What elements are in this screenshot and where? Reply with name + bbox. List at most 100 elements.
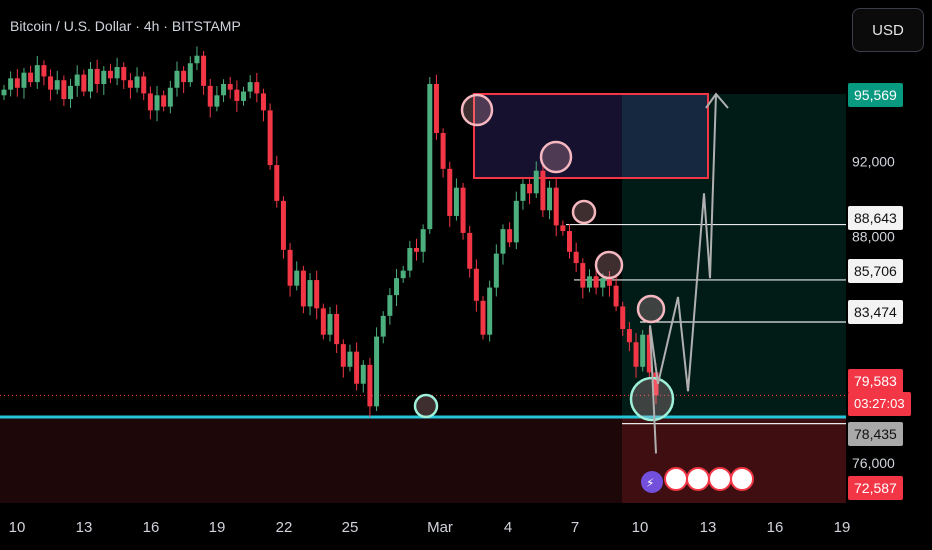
candle-body bbox=[254, 82, 260, 94]
marker-circle bbox=[413, 393, 439, 419]
candle-body bbox=[380, 315, 386, 337]
candle-body bbox=[107, 70, 113, 79]
x-tick-label: 10 bbox=[9, 519, 26, 536]
bar-countdown: 03:27:03 bbox=[848, 392, 911, 416]
candle-body bbox=[54, 80, 60, 90]
candle-body bbox=[413, 247, 419, 252]
candle-body bbox=[606, 278, 612, 286]
candle-body bbox=[387, 295, 393, 316]
candle-body bbox=[154, 95, 160, 111]
candle-body bbox=[613, 285, 619, 307]
candle-body bbox=[553, 187, 559, 226]
candle-body bbox=[114, 67, 120, 79]
candle-body bbox=[460, 187, 466, 233]
candle-body bbox=[201, 55, 207, 86]
candle-body bbox=[646, 334, 652, 373]
candle-body bbox=[320, 308, 326, 335]
candle-body bbox=[473, 268, 479, 301]
candle-body bbox=[480, 300, 486, 335]
chart-title: Bitcoin / U.S. Dollar · 4h · BITSTAMP bbox=[10, 18, 241, 34]
y-tick-label: 76,000 bbox=[852, 455, 895, 471]
candle-body bbox=[74, 74, 80, 86]
candle-body bbox=[94, 68, 100, 84]
candle-body bbox=[314, 280, 320, 309]
candle-body bbox=[127, 80, 133, 88]
candle-body bbox=[593, 276, 599, 288]
candle-body bbox=[28, 72, 34, 83]
candle-body bbox=[580, 263, 586, 288]
candle-body bbox=[567, 231, 573, 252]
price-tag-current: 79,583 bbox=[848, 369, 903, 393]
candle-body bbox=[586, 276, 592, 288]
candle-body bbox=[227, 83, 233, 90]
currency-button[interactable]: USD bbox=[852, 8, 924, 52]
candle-body bbox=[101, 70, 107, 84]
candle-body bbox=[61, 80, 67, 100]
candle-body bbox=[560, 225, 566, 232]
candle-body bbox=[300, 270, 306, 307]
price-tag-83474: 83,474 bbox=[848, 300, 903, 324]
candle-body bbox=[234, 89, 240, 101]
projection-arrowhead bbox=[705, 92, 729, 109]
x-tick-label: 25 bbox=[342, 519, 359, 536]
price-tag-88643: 88,643 bbox=[848, 206, 903, 230]
price-tag-bottom: 72,587 bbox=[848, 476, 903, 500]
candle-body bbox=[14, 78, 20, 88]
zones-layer bbox=[0, 93, 846, 503]
candle-body bbox=[653, 372, 659, 396]
x-tick-label: 7 bbox=[571, 519, 579, 536]
projection-path bbox=[649, 93, 717, 454]
candle-body bbox=[394, 278, 400, 296]
us-flag-icon bbox=[686, 467, 710, 491]
supply-zone bbox=[473, 93, 709, 179]
candle-body bbox=[260, 93, 266, 111]
candle-body bbox=[533, 170, 539, 194]
candle-body bbox=[513, 200, 519, 243]
candle-body bbox=[134, 76, 140, 88]
candle-body bbox=[360, 364, 366, 384]
candle-body bbox=[340, 344, 346, 367]
x-tick-label: 16 bbox=[143, 519, 160, 536]
candle-body bbox=[174, 70, 180, 88]
candle-body bbox=[640, 334, 646, 367]
candle-body bbox=[194, 55, 200, 64]
candle-body bbox=[447, 168, 453, 216]
candle-body bbox=[161, 95, 167, 107]
candle-body bbox=[141, 76, 147, 94]
x-tick-label: 16 bbox=[767, 519, 784, 536]
candle-body bbox=[21, 72, 27, 88]
candle-body bbox=[334, 313, 340, 345]
x-tick-label: Mar bbox=[427, 519, 453, 536]
us-flag-icon bbox=[708, 467, 732, 491]
x-axis: 10 13 16 19 22 25 Mar 4 7 10 13 16 19 bbox=[9, 519, 851, 536]
candle-body bbox=[467, 232, 473, 269]
candle-body bbox=[121, 67, 127, 81]
bolt-icon bbox=[641, 471, 663, 493]
candle-body bbox=[633, 342, 639, 367]
price-tag-support: 78,435 bbox=[848, 422, 903, 446]
x-tick-label: 4 bbox=[504, 519, 512, 536]
candle-body bbox=[407, 247, 413, 271]
candle-body bbox=[294, 270, 300, 286]
x-tick-label: 10 bbox=[632, 519, 649, 536]
candle-body bbox=[8, 78, 14, 90]
candle-body bbox=[500, 229, 506, 254]
candle-body bbox=[41, 65, 47, 77]
candle-body bbox=[453, 187, 459, 216]
candle-body bbox=[207, 85, 213, 107]
candle-body bbox=[374, 336, 380, 407]
target-zone bbox=[622, 94, 846, 417]
y-tick-label: 92,000 bbox=[852, 153, 895, 169]
candle-body bbox=[573, 251, 579, 264]
us-flag-icon bbox=[730, 467, 754, 491]
candle-body bbox=[427, 83, 433, 230]
marker-circle bbox=[594, 250, 624, 280]
x-tick-label: 22 bbox=[276, 519, 293, 536]
candle-body bbox=[540, 170, 546, 211]
candle-body bbox=[48, 76, 54, 90]
candle-body bbox=[181, 70, 187, 83]
candle-body bbox=[420, 229, 426, 252]
candle-body bbox=[620, 306, 626, 330]
candle-body bbox=[547, 187, 553, 211]
